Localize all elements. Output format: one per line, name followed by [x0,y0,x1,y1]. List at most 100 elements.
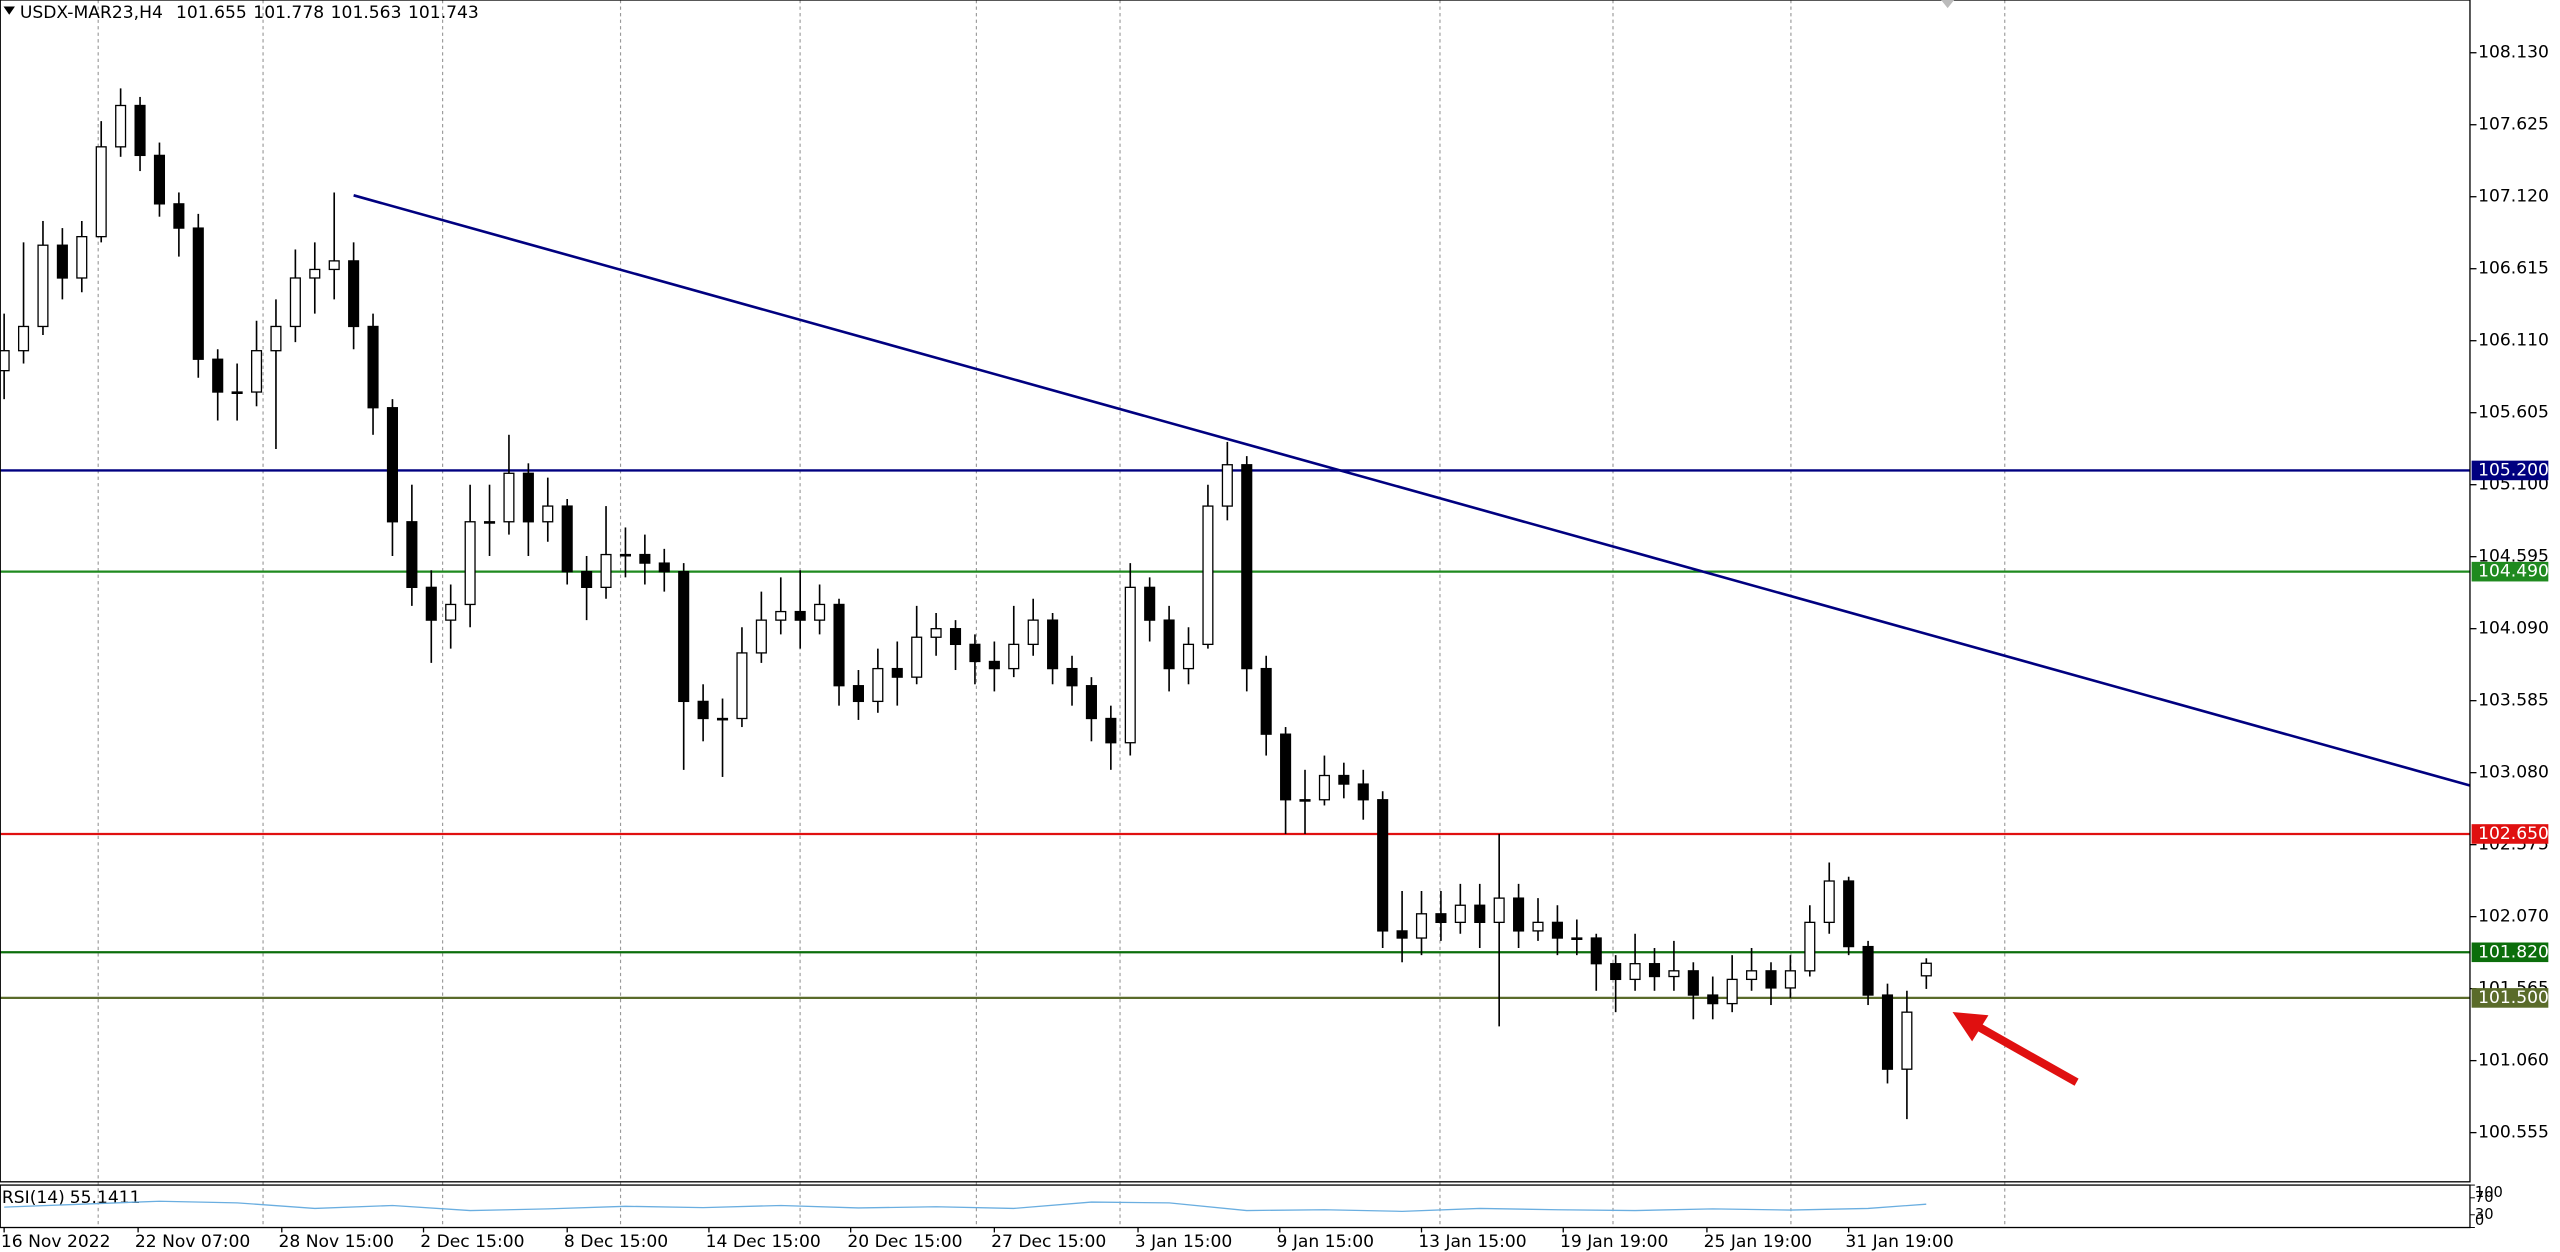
plot-area [0,88,2471,1120]
x-tick-label: 14 Dec 15:00 [706,1232,821,1252]
x-tick-label: 22 Nov 07:00 [135,1232,250,1252]
rsi-line [4,1200,1927,1213]
level-box [2471,942,2549,963]
y-tick-label: 102.070 [2478,907,2549,927]
candle-body [1377,799,1389,932]
candle-body [1629,963,1641,981]
candle-body [697,700,709,720]
candle-body [56,244,68,279]
candle-body [1182,643,1195,670]
candle-body [134,104,146,157]
candle-body [1920,962,1932,977]
candle-body [153,154,166,205]
candle-body [37,244,49,328]
level-label: 101.500 [2478,988,2549,1008]
trendline [353,194,2471,787]
level-label: 102.650 [2478,824,2549,844]
candle-body [1318,774,1330,801]
y-tick-label: 104.090 [2478,619,2549,639]
candle-body [406,521,418,588]
x-tick-label: 13 Jan 15:00 [1418,1232,1526,1252]
candle-body [600,553,612,588]
candle-body [911,636,923,678]
level-box [2471,460,2549,481]
rsi-tick-label: 70 [2475,1189,2494,1206]
rsi-tick-label: 100 [2475,1184,2503,1201]
candle-body [1124,586,1136,744]
x-tick-label: 2 Dec 15:00 [420,1232,524,1252]
candle-body [872,667,884,703]
candle-body [1551,921,1563,939]
candle-body [814,603,826,621]
candle-body [1668,970,1680,978]
y-tick-label: 106.615 [2478,259,2549,279]
candle-body [289,277,301,328]
candle-body [1823,880,1835,924]
rsi-name: RSI(14) [2,1188,65,1208]
y-tick-label: 108.130 [2478,43,2549,63]
level-box [2471,561,2549,582]
candle-body [794,610,806,621]
candle-body [988,660,1000,670]
candle-body [270,325,282,352]
candle-body [1881,994,1894,1070]
candle-body [930,628,942,638]
y-tick-label: 106.110 [2478,331,2549,351]
candle-body [1144,586,1156,621]
candle-body [445,603,457,621]
header: USDX-MAR23,H4 101.655 101.778 101.563 101.74… [20,3,479,23]
candle-body [1047,619,1059,670]
candle-body [1008,643,1020,670]
shift-marker [1941,0,1955,9]
y-tick-label: 100.555 [2478,1123,2549,1143]
candle-body [1862,945,1874,996]
candle-body [561,505,573,573]
y-tick-label: 107.120 [2478,187,2549,207]
candle-body [173,203,185,229]
candle-body [658,562,670,573]
candle-body [619,553,631,557]
level-label: 101.820 [2478,942,2549,962]
candle-body [1843,880,1855,948]
candle-body [736,652,748,720]
candle-body [1746,970,1758,981]
x-tick-label: 25 Jan 19:00 [1704,1232,1812,1252]
candle-body [483,521,496,524]
high: 101.778 [253,3,324,23]
candle-body [1707,994,1719,1005]
x-tick-label: 19 Jan 19:00 [1560,1232,1668,1252]
symbol: USDX-MAR23,H4 [20,3,163,23]
x-tick-label: 28 Nov 15:00 [279,1232,394,1252]
low: 101.563 [331,3,402,23]
candle-body [503,472,515,523]
candle-body [386,407,399,523]
candle-body [1454,904,1466,924]
candle-body [76,235,88,279]
candle-body [115,104,127,148]
candle-body [1299,799,1311,802]
candle-body [969,643,981,663]
candle-body [1163,619,1175,670]
level-label: 105.200 [2478,460,2549,480]
candle-body [1726,978,1738,1005]
candle-body [1202,505,1214,646]
x-tick-label: 31 Jan 19:00 [1845,1232,1953,1252]
x-tick-label: 3 Jan 15:00 [1135,1232,1233,1252]
rsi-tick-label: 0 [2475,1212,2484,1229]
y-tick-label: 107.625 [2478,115,2549,135]
candle-body [755,619,767,654]
candle-body [716,717,729,721]
close: 101.743 [408,3,479,23]
y-tick-label: 104.595 [2478,547,2549,567]
candle-body [1532,921,1544,932]
x-tick-label: 9 Jan 15:00 [1277,1232,1375,1252]
candle-body [1474,904,1486,924]
candle-body [348,260,360,328]
y-tick-label: 105.605 [2478,403,2549,423]
menu-icon[interactable] [3,6,15,15]
x-tick-label: 27 Dec 15:00 [991,1232,1106,1252]
candle-body [1280,733,1292,801]
candle-body [309,268,321,279]
candle-body [1648,963,1661,978]
